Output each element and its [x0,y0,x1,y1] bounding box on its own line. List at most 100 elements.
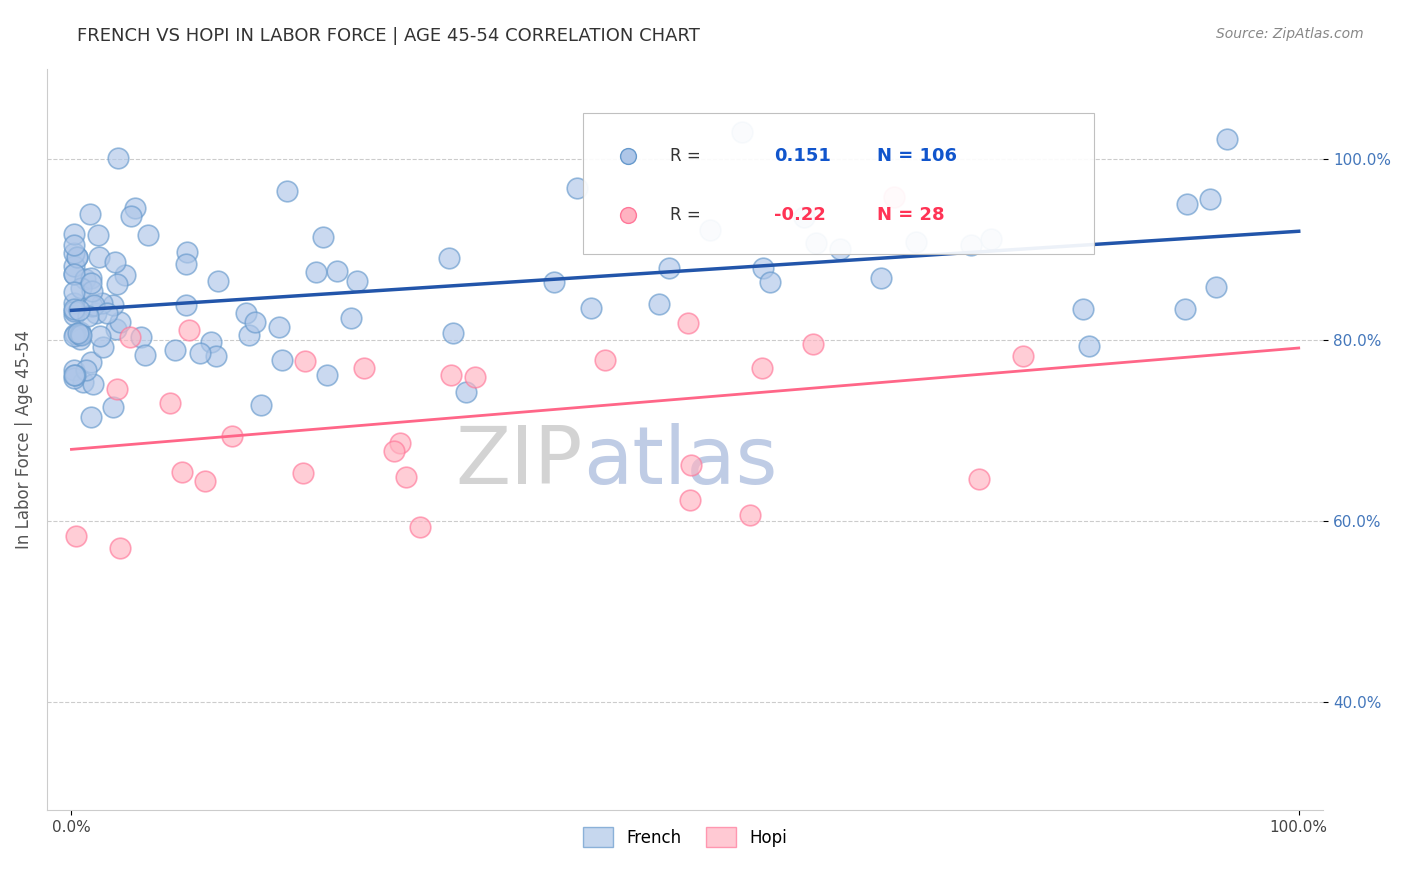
Point [108,541,131,555]
Point [980,232,1002,246]
Point [904,235,927,249]
Point [63,308,86,322]
Point [83,298,105,312]
Point [89,329,111,343]
Point [1175,196,1198,211]
Point [79,207,101,221]
Point [340,310,363,325]
Point [108,315,131,329]
Point [136,227,159,242]
Point [120,209,142,223]
Point [80,285,103,299]
Point [114,268,136,283]
Point [409,520,432,534]
Point [174,257,197,271]
Point [66,326,89,340]
Text: -0.22: -0.22 [775,206,827,224]
Point [107,151,129,165]
Point [90,296,112,310]
Point [105,322,128,336]
Point [1198,192,1220,206]
Point [89,250,111,264]
Point [325,264,347,278]
Point [250,398,273,412]
Point [63,329,86,343]
Point [70,281,93,295]
Point [346,274,368,288]
Point [69,332,91,346]
Point [105,382,128,396]
Point [134,348,156,362]
Point [63,304,86,318]
Point [276,184,298,198]
Point [382,443,405,458]
Point [87,227,110,242]
Point [80,410,103,425]
Point [312,230,335,244]
Point [101,400,124,414]
Point [619,259,641,273]
Point [801,336,824,351]
Point [179,323,201,337]
Point [870,271,893,285]
Point [80,299,103,313]
Point [194,474,217,488]
Point [960,238,983,252]
Point [731,125,754,139]
Point [439,251,461,265]
Point [679,492,702,507]
Point [63,368,86,383]
Point [1012,349,1035,363]
Point [176,245,198,260]
Point [75,272,97,286]
Point [66,250,89,264]
Point [172,465,194,479]
Point [96,306,118,320]
Point [759,275,782,289]
Point [75,363,97,377]
Point [464,370,486,384]
Point [163,343,186,357]
Point [63,326,86,341]
Point [77,309,100,323]
Point [243,315,266,329]
Point [66,250,89,264]
Point [1174,302,1197,317]
Y-axis label: In Labor Force | Age 45-54: In Labor Force | Age 45-54 [15,330,32,549]
Point [80,271,103,285]
Point [221,428,243,442]
Point [593,352,616,367]
Point [101,298,124,312]
Point [1071,302,1094,317]
Legend: French, Hopi: French, Hopi [576,821,794,855]
Point [207,274,229,288]
FancyBboxPatch shape [583,113,1094,254]
Point [269,319,291,334]
Point [63,227,86,242]
Point [291,466,314,480]
Point [699,223,721,237]
Point [883,190,905,204]
Point [806,235,828,250]
Point [80,355,103,369]
Point [124,201,146,215]
Point [205,350,228,364]
Text: N = 106: N = 106 [876,147,956,165]
Point [751,360,773,375]
Point [80,276,103,290]
Point [792,210,814,224]
Point [63,245,86,260]
Point [63,267,86,281]
Point [65,529,87,543]
Point [105,277,128,292]
Point [82,377,104,392]
Point [648,297,671,311]
Point [69,326,91,341]
Point [658,261,681,276]
Point [353,361,375,376]
Point [1078,339,1101,353]
Point [174,298,197,312]
Point [200,334,222,349]
Point [159,396,181,410]
Point [188,346,211,360]
